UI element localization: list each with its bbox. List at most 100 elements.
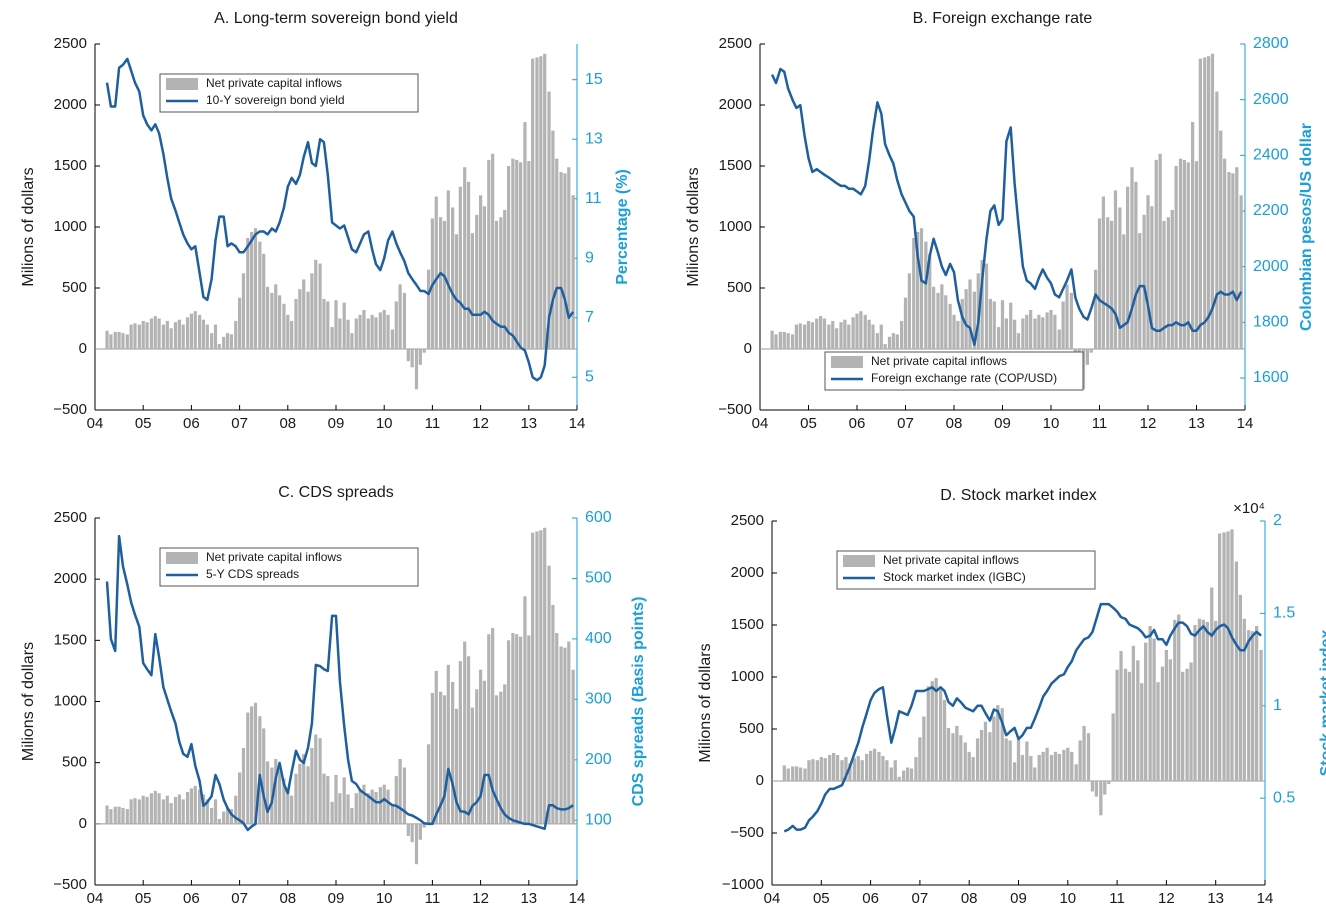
bar — [1173, 619, 1177, 781]
legend-box — [159, 547, 419, 587]
bar — [1197, 618, 1202, 781]
bar — [499, 217, 503, 349]
line — [105, 57, 575, 382]
bar — [547, 91, 551, 349]
bar — [518, 162, 523, 349]
x-tick-label: 07 — [912, 890, 929, 907]
bar — [806, 320, 811, 349]
bar — [539, 530, 543, 824]
bar — [912, 237, 916, 349]
bar — [803, 768, 807, 781]
bar — [1110, 220, 1114, 349]
bar — [559, 172, 563, 349]
y2-tick-label: 7 — [585, 309, 594, 326]
bar — [1016, 739, 1021, 781]
bar — [1235, 167, 1239, 349]
bar — [394, 776, 398, 824]
y-tick-label: −500 — [730, 824, 764, 841]
bar — [125, 809, 129, 824]
bar — [1219, 130, 1223, 349]
bar — [197, 789, 202, 824]
bar — [983, 721, 988, 781]
bar — [1053, 751, 1058, 781]
bar — [997, 327, 1001, 349]
bar — [406, 349, 410, 362]
y2-tick-label: 5 — [585, 368, 594, 385]
legend-box — [824, 351, 1084, 391]
bar — [1094, 269, 1098, 349]
bar — [1144, 642, 1148, 781]
bar — [193, 311, 197, 349]
bar — [791, 766, 795, 781]
y2-tick-label: 500 — [585, 570, 612, 587]
bar — [527, 635, 531, 824]
bar — [1025, 741, 1029, 781]
legend-label: Net private capital inflows — [206, 550, 342, 564]
bar — [466, 181, 471, 349]
legend-label: Stock market index (IGBC) — [883, 570, 1026, 584]
bar — [1142, 214, 1146, 349]
bar — [819, 316, 823, 349]
panel-title: B. Foreign exchange rate — [913, 10, 1093, 27]
bar — [1148, 626, 1152, 781]
bar — [1158, 153, 1162, 349]
y-tick-label: 1500 — [719, 157, 752, 174]
legend: Net private capital inflows 10-Y sovereig… — [159, 73, 419, 113]
bar — [113, 331, 117, 349]
bar — [1070, 751, 1074, 781]
bar — [451, 207, 455, 349]
y-tick-label: 500 — [727, 279, 752, 296]
bar — [354, 318, 358, 349]
bar — [819, 757, 823, 781]
bar — [1150, 206, 1154, 349]
y2-tick-label: 2800 — [1253, 35, 1289, 52]
bar — [478, 669, 483, 824]
bar — [968, 279, 972, 349]
bar — [1186, 162, 1190, 349]
bar — [145, 796, 149, 824]
bar — [909, 768, 914, 781]
bar — [944, 295, 948, 349]
bar — [1049, 755, 1054, 781]
bar — [193, 785, 197, 824]
x-tick-label: 10 — [376, 415, 393, 432]
bar — [475, 214, 479, 349]
bar — [782, 765, 786, 781]
y2-axis-title: CDS spreads (Basis points) — [630, 597, 647, 807]
bar — [1045, 312, 1049, 349]
bar — [1021, 318, 1025, 349]
bar — [402, 767, 407, 824]
bar — [270, 292, 274, 349]
bar — [860, 760, 864, 781]
x-tick-label: 07 — [897, 415, 914, 432]
bar — [1131, 645, 1136, 781]
bar — [1134, 181, 1138, 349]
bar — [482, 206, 487, 349]
bar — [1074, 764, 1078, 781]
x-tick-label: 06 — [862, 890, 879, 907]
bar — [539, 56, 543, 349]
x-tick-label: 11 — [1109, 890, 1125, 907]
bar — [774, 334, 778, 349]
bar — [153, 316, 157, 349]
bar — [828, 755, 832, 781]
bar — [975, 738, 980, 781]
bar — [1118, 207, 1122, 349]
bar — [326, 776, 330, 824]
bar — [511, 632, 515, 824]
bar — [302, 754, 306, 824]
bar — [491, 153, 495, 349]
bar — [934, 678, 938, 781]
bar — [374, 792, 378, 824]
legend-swatch — [166, 78, 198, 90]
bar — [1123, 668, 1128, 781]
bar — [442, 220, 447, 349]
bar — [354, 793, 358, 824]
bar — [334, 300, 338, 349]
bar — [133, 323, 137, 349]
y-tick-label: 1500 — [54, 631, 87, 648]
bar — [282, 303, 286, 349]
x-tick-label: 13 — [520, 890, 537, 907]
y-tick-label: 0 — [756, 772, 764, 789]
y2-tick-label: 2400 — [1253, 147, 1289, 164]
